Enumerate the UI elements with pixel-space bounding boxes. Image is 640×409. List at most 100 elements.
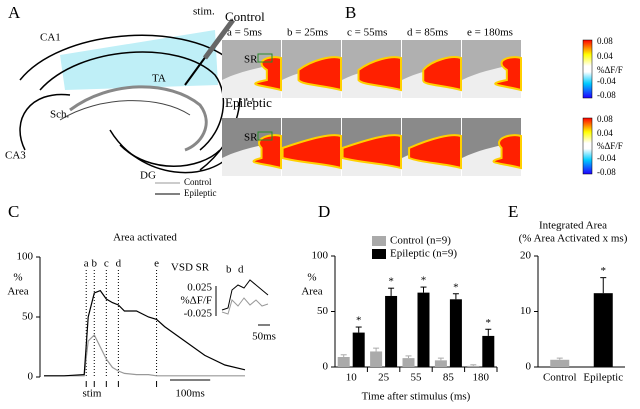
inset-title: VSD SR (171, 262, 210, 274)
diagram-label: DG (140, 170, 156, 182)
legend-label: Control (n=9) (390, 235, 451, 247)
inset-scale-label: 50ms (252, 331, 276, 343)
bar (482, 335, 495, 367)
significance: * (421, 275, 427, 287)
chart-subtitle: (% Area Activated x ms) (519, 233, 628, 245)
legend-label: Epileptic (n=9) (390, 248, 457, 260)
marker-label: c (104, 258, 109, 270)
y-tick-label: 0 (526, 361, 532, 373)
significance: * (601, 265, 607, 277)
panel-letter: E (508, 202, 518, 221)
diagram-label: CA3 (5, 150, 26, 162)
x-tick-label: Epileptic (583, 372, 623, 384)
x-tick-label: 25 (378, 372, 390, 384)
legend-swatch (372, 236, 386, 246)
inset-marker: d (238, 264, 244, 276)
panel-letter: C (8, 202, 19, 221)
activation (492, 134, 522, 170)
column-label: c = 55ms (347, 27, 387, 39)
legend-label: Epileptic (184, 188, 217, 198)
y-label: % (13, 272, 22, 284)
bar (434, 360, 447, 367)
inset-ylabel: %ΔF/F (180, 295, 212, 307)
panel-letter: B (345, 3, 356, 22)
bar (370, 351, 383, 367)
x-label: Time after stimulus (ms) (362, 391, 471, 403)
imaging-grid: a = 5ms SR SR b = 25ms c = 55ms d = 85ms e = 1… (222, 27, 522, 176)
series-line (44, 289, 246, 377)
row-label: Epileptic (225, 95, 272, 110)
marker-label: a (84, 258, 89, 270)
region-outline (257, 53, 273, 63)
y-tick-label: 50 (317, 305, 329, 317)
colorbar-tick: -0.08 (597, 167, 616, 177)
x-tick-label: 10 (346, 372, 358, 384)
region-outline (257, 131, 273, 141)
row-label: Control (225, 9, 265, 24)
colorbar (582, 117, 593, 175)
colorbar-tick: -0.04 (597, 76, 616, 86)
column-label: d = 85ms (407, 27, 448, 39)
inset-marker: b (226, 264, 232, 276)
bar (385, 295, 398, 367)
bar (449, 299, 462, 367)
series-line (44, 333, 245, 377)
region-label: SR (244, 132, 258, 144)
colorbar-tick: -0.08 (597, 90, 616, 100)
y-tick-label: 100 (312, 250, 329, 262)
x-tick-label: Control (543, 372, 577, 384)
activation (341, 134, 402, 170)
panel-letter: A (8, 3, 21, 22)
activation (494, 56, 522, 92)
inset-trace (221, 279, 269, 311)
activation (281, 134, 342, 170)
significance: * (356, 315, 362, 327)
chart-title: Area activated (113, 232, 177, 244)
activation (357, 56, 402, 92)
colorbar-tick: 0.08 (597, 36, 613, 46)
colorbar-tick: 0.04 (597, 51, 613, 61)
bar (402, 358, 415, 367)
inset-tick: 0.025 (187, 282, 212, 294)
activation (297, 56, 342, 92)
diagram-label: stim. (193, 6, 215, 18)
y-tick-label: 100 (17, 251, 34, 263)
significance: * (486, 317, 492, 329)
bar (352, 332, 365, 367)
colorbar-tick: 0.04 (597, 128, 613, 138)
y-tick-label: 20 (520, 250, 532, 262)
colorbar-unit: %ΔF/F (597, 141, 623, 151)
y-tick-label: 10 (520, 305, 532, 317)
bar (593, 293, 613, 367)
marker-label: e (154, 258, 159, 270)
activation (408, 134, 462, 170)
significance: * (453, 281, 459, 293)
y-label: Area (301, 286, 322, 298)
x-label: stim (83, 388, 102, 400)
diagram-label: CA1 (40, 32, 61, 44)
colorbar-unit: %ΔF/F (597, 65, 623, 75)
scale-bar-label: 100ms (175, 388, 204, 400)
y-tick-label: 0 (323, 361, 329, 373)
column-label: b = 25ms (287, 27, 328, 39)
x-tick-label: 55 (411, 372, 423, 384)
legend-label: Control (184, 177, 212, 187)
legend-swatch (372, 249, 386, 259)
y-tick-label: 0 (28, 371, 34, 383)
significance: * (388, 276, 394, 288)
bar (467, 365, 480, 367)
bar (550, 359, 570, 367)
panel-letter: D (318, 202, 330, 221)
x-tick-label: 180 (473, 372, 490, 384)
diagram-label: Sch. (50, 109, 70, 121)
region-label: SR (244, 54, 258, 66)
y-label: % (307, 272, 316, 284)
activation (422, 56, 462, 92)
y-tick-label: 50 (22, 311, 34, 323)
y-label: Area (7, 286, 28, 298)
colorbar-tick: -0.04 (597, 153, 616, 163)
inset-tick: -0.025 (184, 308, 213, 320)
x-tick-label: 85 (443, 372, 455, 384)
column-label: a = 5ms (227, 27, 262, 39)
